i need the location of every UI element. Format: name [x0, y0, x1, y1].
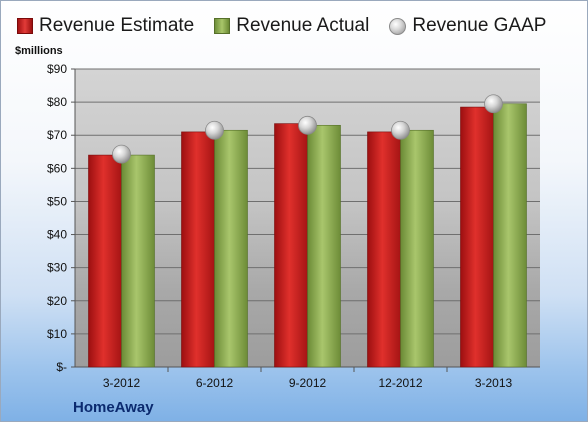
bar-revenue-estimate [460, 106, 494, 368]
bar-revenue-actual [493, 103, 527, 368]
company-label: HomeAway [73, 399, 154, 416]
legend-swatch-estimate [17, 18, 33, 34]
point-revenue-gaap [112, 144, 131, 164]
bar-revenue-actual [400, 129, 434, 368]
y-tick-label: $60 [47, 161, 67, 175]
bar-revenue-estimate [88, 154, 122, 368]
point-revenue-gaap [484, 94, 503, 114]
bar-revenue-estimate [367, 131, 401, 368]
y-tick-label: $20 [47, 294, 67, 308]
legend-item-estimate: Revenue Estimate [17, 15, 194, 37]
legend-item-gaap: Revenue GAAP [389, 15, 546, 37]
y-tick-label: $90 [47, 62, 67, 76]
point-revenue-gaap [391, 120, 410, 140]
x-tick-label: 6-2012 [196, 376, 234, 390]
legend-label-gaap: Revenue GAAP [412, 15, 547, 36]
legend-swatch-actual [214, 18, 231, 34]
point-revenue-gaap [298, 115, 317, 135]
bar-revenue-actual [307, 124, 341, 368]
x-tick-label: 12-2012 [378, 376, 422, 390]
y-tick-label: $10 [47, 327, 67, 341]
y-axis-unit-label: $millions [15, 45, 63, 57]
bar-revenue-actual [214, 129, 248, 368]
y-tick-label: $40 [47, 228, 67, 242]
y-tick-label: $80 [47, 95, 67, 109]
point-revenue-gaap [205, 120, 224, 140]
y-tick-label: $- [56, 360, 67, 374]
legend: Revenue Estimate Revenue Actual Revenue … [17, 11, 577, 41]
x-tick-label: 3-2013 [475, 376, 513, 390]
bar-revenue-estimate [181, 131, 215, 368]
x-tick-label: 3-2012 [103, 376, 141, 390]
legend-swatch-gaap [389, 17, 407, 35]
bar-revenue-actual [121, 154, 155, 368]
legend-label-actual: Revenue Actual [236, 15, 370, 36]
legend-label-estimate: Revenue Estimate [39, 15, 195, 36]
bar-revenue-estimate [274, 123, 308, 368]
y-tick-label: $50 [47, 194, 67, 208]
y-tick-label: $70 [47, 128, 67, 142]
y-tick-label: $30 [47, 261, 67, 275]
legend-item-actual: Revenue Actual [214, 15, 369, 37]
x-tick-label: 9-2012 [289, 376, 327, 390]
